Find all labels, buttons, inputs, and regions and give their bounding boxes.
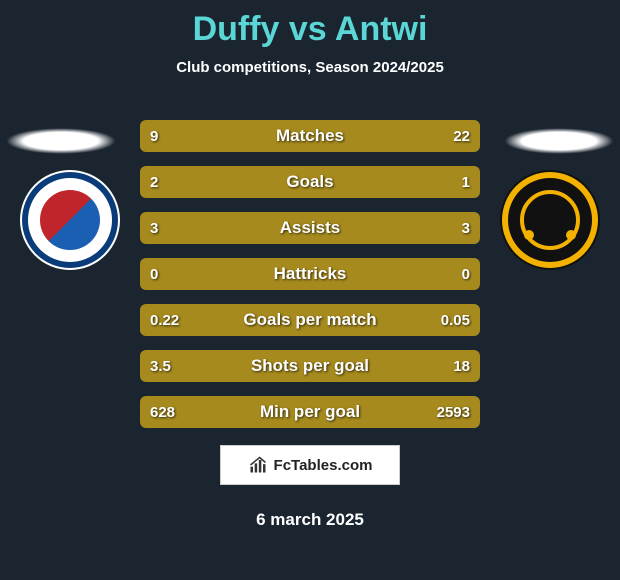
page-subtitle: Club competitions, Season 2024/2025 — [0, 59, 620, 76]
player-right-shadow — [504, 128, 614, 154]
stat-row: 00Hattricks — [140, 258, 480, 290]
club-crest-left-inner — [40, 190, 100, 250]
club-badge-left — [20, 170, 120, 270]
club-crest-right — [502, 172, 598, 268]
club-crest-right-dot — [524, 230, 534, 240]
stat-row: 922Matches — [140, 120, 480, 152]
stat-row: 33Assists — [140, 212, 480, 244]
club-badge-right — [500, 170, 600, 270]
stat-label: Hattricks — [140, 258, 480, 290]
stat-label: Matches — [140, 120, 480, 152]
player-left-shadow — [6, 128, 116, 154]
stat-label: Goals per match — [140, 304, 480, 336]
page-title: Duffy vs Antwi — [0, 0, 620, 49]
stat-row: 21Goals — [140, 166, 480, 198]
brand-badge[interactable]: FcTables.com — [220, 445, 400, 485]
stat-row: 0.220.05Goals per match — [140, 304, 480, 336]
club-crest-right-inner — [520, 190, 580, 250]
stat-label: Shots per goal — [140, 350, 480, 382]
club-crest-left — [22, 172, 118, 268]
stat-label: Min per goal — [140, 396, 480, 428]
stat-label: Assists — [140, 212, 480, 244]
club-crest-right-dot — [566, 230, 576, 240]
stat-row: 3.518Shots per goal — [140, 350, 480, 382]
stat-label: Goals — [140, 166, 480, 198]
footer-date: 6 march 2025 — [0, 510, 620, 530]
stat-row: 6282593Min per goal — [140, 396, 480, 428]
stats-container: 922Matches 21Goals 33Assists 00Hattricks 0.2… — [140, 120, 480, 442]
brand-text: FcTables.com — [274, 457, 373, 474]
chart-icon — [248, 455, 268, 475]
